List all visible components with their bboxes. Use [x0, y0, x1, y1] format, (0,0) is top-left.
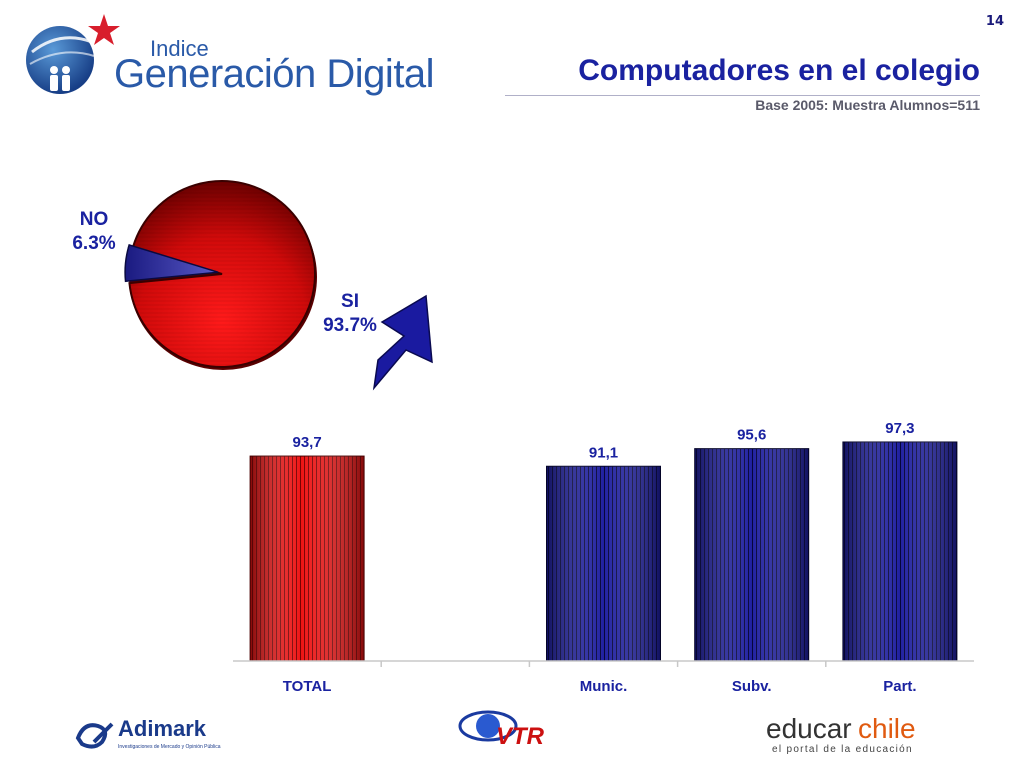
- globe-people-icon: [26, 14, 120, 94]
- adimark-logo: Adimark Investigaciones de Mercado y Opi…: [75, 716, 221, 750]
- bar-value-label: 93,7: [292, 434, 321, 451]
- pie-label-si-value: 93.7%: [323, 315, 377, 336]
- pie-label-si: SI 93.7%: [308, 290, 392, 338]
- pie-label-no: NO 6.3%: [58, 208, 130, 256]
- indice-generacion-digital-logo: Indice Generación Digital: [22, 12, 462, 102]
- page-number: 14: [985, 14, 1004, 29]
- x-tick-label: Munic.: [580, 678, 628, 695]
- title-divider: [505, 95, 980, 96]
- bar-shade: [694, 448, 809, 661]
- adimark-tagline: Investigaciones de Mercado y Opinión Púb…: [118, 744, 221, 750]
- bar-shade: [842, 441, 957, 661]
- educarchile-part1: educar: [766, 713, 852, 744]
- pie-label-no-name: NO: [79, 209, 109, 230]
- educarchile-tagline: el portal de la educación: [772, 744, 913, 755]
- brand-line1: Indice: [150, 36, 209, 61]
- star-icon: [88, 14, 120, 45]
- vtr-name: VTR: [496, 723, 545, 750]
- pie-label-no-value: 6.3%: [72, 233, 116, 254]
- x-tick-label: Part.: [883, 678, 916, 695]
- pie-label-si-name: SI: [341, 291, 359, 312]
- brand-line2: Generación Digital: [114, 52, 435, 96]
- page-subtitle: Base 2005: Muestra Alumnos=511: [755, 97, 980, 113]
- educarchile-part2: chile: [858, 713, 916, 744]
- x-tick-label: Subv.: [732, 678, 772, 695]
- bar-value-label: 95,6: [737, 427, 766, 444]
- x-tick-label: TOTAL: [283, 678, 332, 695]
- bar-value-label: 91,1: [589, 444, 618, 461]
- bar-shade: [546, 466, 661, 661]
- bar-shade: [250, 456, 365, 661]
- educarchile-logo: educar chile el portal de la educación: [766, 713, 916, 755]
- vtr-logo: VTR: [458, 710, 545, 750]
- page-title: Computadores en el colegio: [578, 54, 980, 87]
- bar-value-label: 97,3: [885, 420, 914, 437]
- adimark-name: Adimark: [118, 716, 207, 741]
